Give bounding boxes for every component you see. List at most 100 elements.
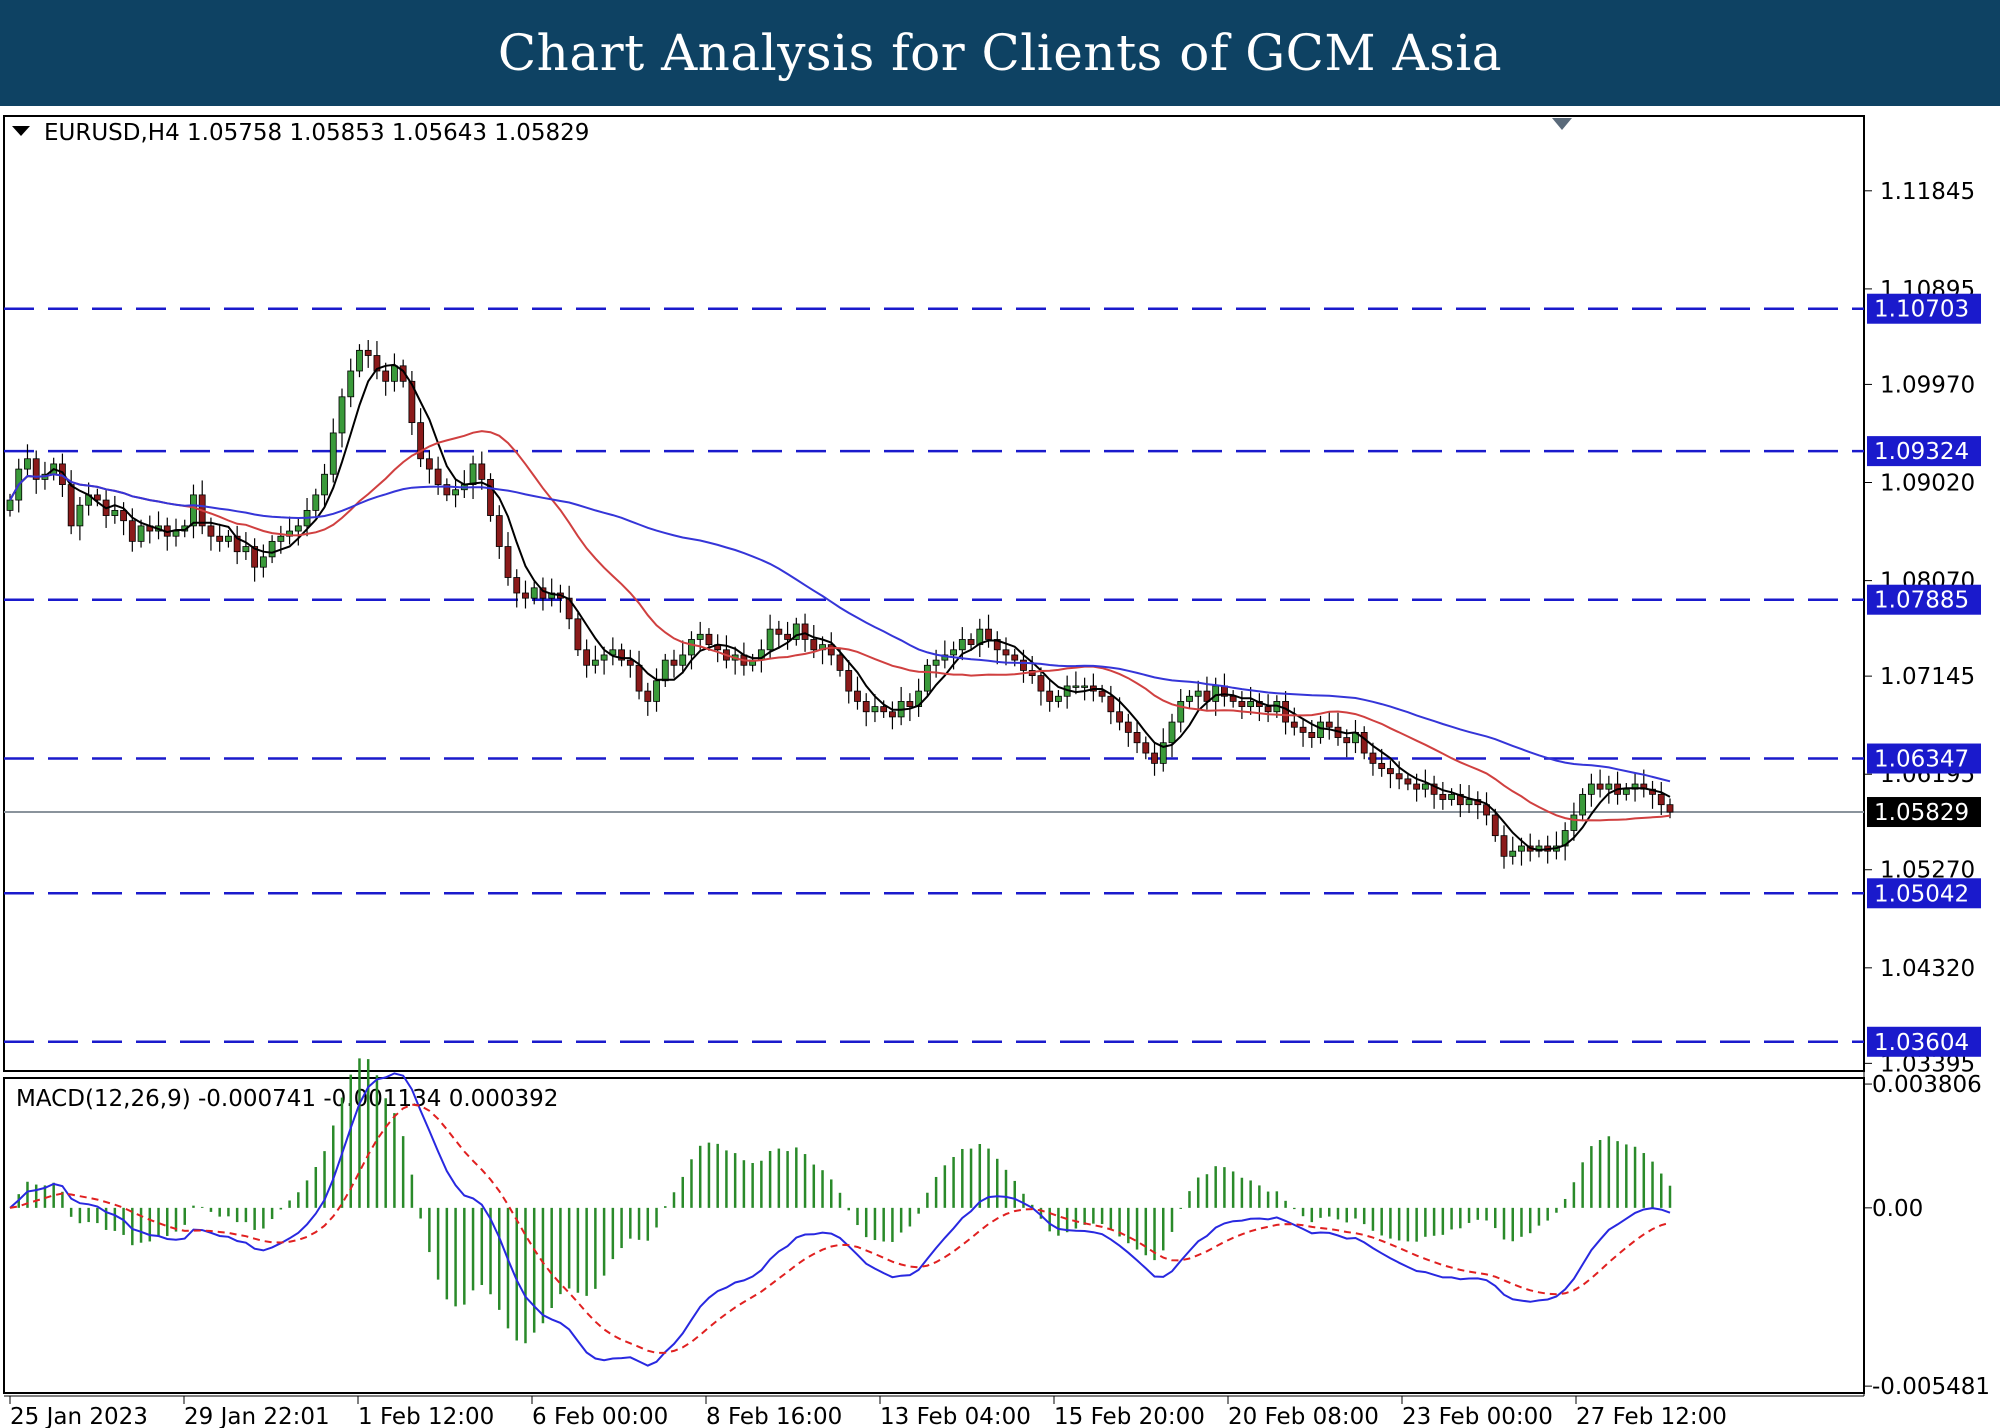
- candle-bear: [967, 639, 975, 646]
- candle-bull: [1081, 685, 1089, 688]
- candle-bull: [923, 664, 931, 692]
- candle-bull: [111, 509, 119, 516]
- ma-slow-line: [9, 473, 1671, 783]
- candle-bear: [382, 370, 390, 382]
- candle-bull: [24, 458, 31, 470]
- candle-bear: [373, 355, 381, 372]
- macd-histogram: [17, 1058, 1672, 1344]
- candle-bull: [530, 587, 538, 599]
- candle-bull: [1055, 695, 1062, 702]
- candle-bull: [1194, 690, 1202, 697]
- candle-bear: [1133, 732, 1141, 744]
- level-tag: [1867, 436, 1981, 467]
- candle-bear: [1011, 654, 1019, 661]
- candle-bear: [1325, 721, 1333, 728]
- candle-bull: [1168, 721, 1176, 744]
- candle-bull: [1072, 685, 1080, 688]
- level-tag: [1867, 293, 1981, 324]
- candle-bull: [1317, 721, 1324, 738]
- macd-line: [9, 1072, 1671, 1367]
- price-tick-label: 1.11845: [1880, 179, 1975, 205]
- candle-bear: [1037, 675, 1045, 692]
- candle-bull: [137, 525, 145, 542]
- candle-bear: [1124, 721, 1132, 733]
- time-tick-label: 15 Feb 20:00: [1054, 1404, 1205, 1428]
- candle-bear: [504, 546, 512, 578]
- candle-bear: [705, 633, 713, 646]
- candle-bear: [1378, 762, 1386, 769]
- candle-bear: [1430, 783, 1438, 795]
- candle-bull: [1587, 783, 1595, 795]
- time-tick-label: 1 Feb 12:00: [358, 1404, 494, 1428]
- level-tags: 1.10703 1.09324 1.07885 1.06347 1.05042 1.036…: [1867, 293, 1981, 1057]
- candle-bull: [653, 680, 660, 702]
- candle-bull: [1247, 701, 1255, 707]
- time-tick-label: 8 Feb 16:00: [706, 1404, 842, 1428]
- candle-bull: [1622, 788, 1630, 795]
- candle-bull: [452, 489, 459, 496]
- candle-bear: [522, 592, 529, 599]
- level-tag-label: 1.05042: [1874, 881, 1969, 907]
- candle-bear: [635, 664, 643, 692]
- candle-bear: [1098, 690, 1106, 697]
- candle-bull: [76, 504, 84, 527]
- level-tag: [1867, 1026, 1981, 1057]
- chevron-down-icon[interactable]: [12, 126, 30, 136]
- time-labels: 25 Jan 2023 29 Jan 22:01 1 Feb 12:00 6 Feb …: [9, 1396, 1727, 1428]
- candle-bear: [67, 484, 75, 527]
- price-tick-label: 1.07145: [1880, 664, 1975, 690]
- support-resistance-lines: [4, 307, 1864, 1044]
- time-tick-label: 13 Feb 04:00: [880, 1404, 1031, 1428]
- candle-bull: [766, 628, 774, 651]
- candle-bear: [1020, 659, 1027, 671]
- candle-bull: [1579, 793, 1587, 816]
- candle-bull: [688, 639, 695, 656]
- candle-bull: [329, 432, 337, 475]
- candle-bear: [32, 458, 40, 480]
- level-tag: [1867, 878, 1981, 909]
- candle-bull: [294, 525, 302, 532]
- candle-bear: [626, 659, 634, 666]
- candle-bear: [574, 618, 582, 651]
- candle-bear: [993, 639, 1001, 651]
- candle-bear: [836, 654, 844, 671]
- chart-area: EURUSD,H4 1.05758 1.05853 1.05643 1.0582…: [3, 115, 1990, 1428]
- ma-mid-line: [9, 430, 1671, 822]
- candle-bull: [1605, 783, 1613, 790]
- candle-bull: [1518, 845, 1525, 852]
- candle-bull: [679, 654, 687, 666]
- macd-tick-label: 0.00: [1872, 1196, 1923, 1222]
- candle-bear: [1413, 783, 1421, 790]
- candle-bear: [1596, 783, 1604, 790]
- macd-signal-line: [9, 1103, 1671, 1354]
- candle-bear: [1360, 732, 1368, 754]
- candle-bull: [1421, 783, 1429, 790]
- candle-bear: [120, 509, 127, 522]
- level-tag-label: 1.10703: [1874, 297, 1969, 323]
- candle-bull: [190, 494, 197, 527]
- candle-bear: [1404, 778, 1412, 785]
- candle-bear: [862, 701, 870, 713]
- current-price-label: 1.05829: [1874, 800, 1969, 826]
- header-banner: Chart Analysis for Clients of GCM Asia: [0, 0, 2000, 106]
- price-tick-label: 1.09970: [1880, 372, 1975, 398]
- candle-bear: [985, 628, 992, 640]
- candle-bull: [391, 365, 398, 382]
- candle-bull: [932, 659, 940, 666]
- candle-bear: [233, 535, 241, 553]
- macd-ticks: 0.003806 0.00 -0.005481: [1864, 1072, 1990, 1400]
- candle-bull: [268, 540, 276, 558]
- candle-bear: [1299, 726, 1307, 733]
- candle-bull: [696, 633, 704, 640]
- candle-bull: [225, 535, 232, 542]
- level-tag-label: 1.03604: [1874, 1030, 1969, 1056]
- candle-bull: [950, 649, 957, 656]
- candle-bull: [1159, 742, 1167, 764]
- candle-bull: [1465, 799, 1473, 806]
- candle-bull: [356, 349, 363, 372]
- level-tag-label: 1.07885: [1874, 588, 1969, 614]
- time-tick-label: 29 Jan 22:01: [184, 1404, 330, 1428]
- candle-bear: [1290, 721, 1298, 728]
- candle-bull: [591, 659, 599, 666]
- macd-info: MACD(12,26,9) -0.000741 -0.001134 0.0003…: [16, 1086, 558, 1112]
